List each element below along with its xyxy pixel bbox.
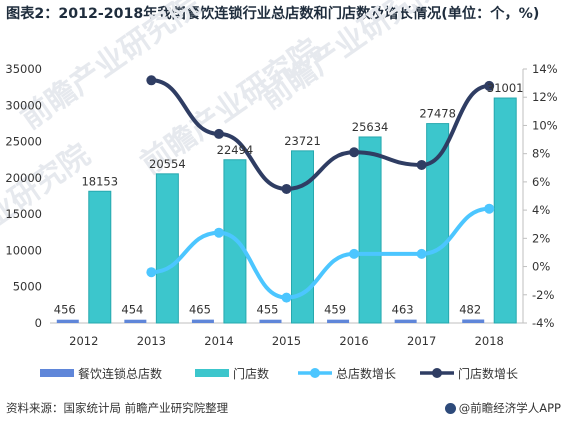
right-axis-tick-label: 0% <box>532 260 550 274</box>
x-axis-tick-label: 2016 <box>339 334 368 348</box>
bar-total-stores <box>124 319 147 323</box>
data-label-store-count: 23721 <box>284 134 321 148</box>
line-store-growth <box>149 78 492 191</box>
data-label-total-stores: 463 <box>392 303 414 317</box>
data-label-total-stores: 482 <box>459 303 481 317</box>
bar-store-count <box>493 97 517 324</box>
point-store-growth <box>213 128 224 139</box>
point-store-growth <box>484 80 495 91</box>
source-note: 资料来源：国家统计局 前瞻产业研究院整理 <box>6 401 229 415</box>
bar-store-count <box>155 173 179 324</box>
point-total-growth <box>146 267 157 278</box>
x-axis-tick-label: 2013 <box>137 334 166 348</box>
left-axis-tick-label: 0 <box>35 316 42 330</box>
point-total-growth <box>484 203 495 214</box>
bar-total-stores <box>259 319 282 323</box>
data-label-total-stores: 455 <box>257 303 279 317</box>
data-label-store-count: 31001 <box>487 81 524 95</box>
right-axis-tick-label: 8% <box>532 147 550 161</box>
legend-swatch <box>195 369 229 377</box>
bar-total-stores <box>191 319 214 323</box>
watermark-text: 前瞻产业研究院 <box>15 0 207 137</box>
x-axis-tick-label: 2018 <box>475 334 504 348</box>
legend-label: 门店数增长 <box>458 366 518 381</box>
left-axis-tick-label: 5000 <box>13 280 42 294</box>
data-label-store-count: 27478 <box>419 107 456 121</box>
right-axis-tick-label: 14% <box>532 62 558 76</box>
x-axis-tick-label: 2017 <box>407 334 436 348</box>
data-label-store-count: 25634 <box>352 120 389 134</box>
bar-total-stores <box>394 319 417 323</box>
data-label-total-stores: 459 <box>324 303 346 317</box>
legend-swatch <box>40 369 74 377</box>
right-axis-tick-label: 12% <box>532 90 558 104</box>
brand-credit: @前瞻经济学人APP <box>444 400 561 416</box>
x-axis-tick-label: 2015 <box>272 334 301 348</box>
bar-store-count <box>291 150 314 324</box>
legend: 餐饮连锁总店数 门店数 总店数增长 门店数增长 <box>40 366 518 381</box>
bar-total-stores <box>56 319 79 323</box>
bar-total-stores <box>327 319 350 323</box>
data-labels: 456 454 465 455 459 463 482 18153 20554 22494 2372… <box>54 81 524 317</box>
bars <box>56 97 517 324</box>
legend-marker <box>310 368 320 378</box>
point-store-growth <box>349 147 360 158</box>
left-axis-tick-label: 35000 <box>5 62 42 76</box>
lines <box>146 75 495 303</box>
point-store-growth <box>146 75 157 86</box>
point-total-growth <box>281 292 292 303</box>
left-axis-tick-label: 10000 <box>5 243 42 257</box>
right-axis-tick-label: 2% <box>532 231 550 245</box>
line-total-growth <box>149 206 492 300</box>
point-total-growth <box>416 248 427 259</box>
legend-label: 餐饮连锁总店数 <box>78 366 162 381</box>
data-label-store-count: 18153 <box>81 174 118 188</box>
point-total-growth <box>349 248 360 259</box>
point-store-growth <box>281 183 292 194</box>
point-store-growth <box>416 159 427 170</box>
bar-store-count <box>426 123 450 324</box>
right-axis-tick-label: 10% <box>532 118 558 132</box>
right-axis-tick-label: 6% <box>532 175 550 189</box>
left-axis-tick-label: 15000 <box>5 207 42 221</box>
data-label-total-stores: 456 <box>54 303 76 317</box>
left-axis-tick-label: 20000 <box>5 171 42 185</box>
brand-logo-icon <box>444 402 456 414</box>
legend-label: 门店数 <box>233 366 269 381</box>
data-label-store-count: 22494 <box>217 143 254 157</box>
left-axis-tick-label: 30000 <box>5 98 42 112</box>
brand-text: @前瞻经济学人APP <box>458 401 561 415</box>
legend-label: 总店数增长 <box>336 366 396 381</box>
x-axis-tick-label: 2014 <box>204 334 233 348</box>
data-label-total-stores: 454 <box>121 303 143 317</box>
x-axis-tick-label: 2012 <box>69 334 98 348</box>
data-label-total-stores: 465 <box>189 303 211 317</box>
bar-total-stores <box>462 319 485 323</box>
chart-title: 图表2：2012-2018年我国餐饮连锁行业总店数和门店数及增长情况(单位：个，… <box>6 6 540 22</box>
bar-store-count <box>358 136 382 324</box>
data-label-store-count: 20554 <box>149 157 186 171</box>
left-axis-tick-label: 25000 <box>5 135 42 149</box>
bar-store-count <box>88 190 112 324</box>
right-axis-tick-label: -4% <box>532 316 554 330</box>
right-axis-tick-label: 4% <box>532 203 550 217</box>
point-total-growth <box>213 227 224 238</box>
right-axis-tick-label: -2% <box>532 288 554 302</box>
legend-marker <box>432 368 442 378</box>
